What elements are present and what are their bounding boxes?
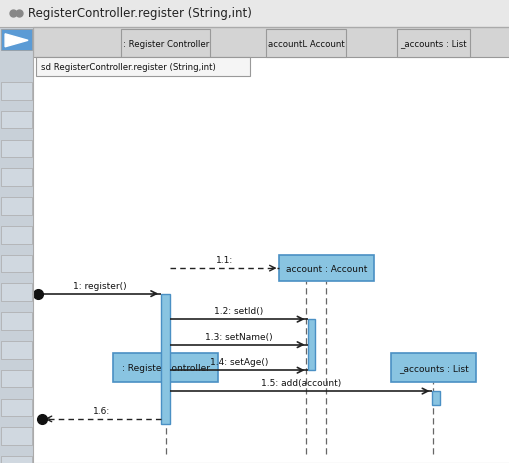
- Text: 1.2: setId(): 1.2: setId(): [214, 307, 263, 316]
- Text: account : Account: account : Account: [285, 264, 366, 273]
- Bar: [161, 294, 170, 424]
- FancyBboxPatch shape: [36, 58, 249, 76]
- Text: 1.3: setName(): 1.3: setName(): [205, 332, 272, 341]
- Bar: [1, 226, 32, 244]
- FancyBboxPatch shape: [0, 0, 509, 28]
- Text: _accounts : List: _accounts : List: [398, 363, 467, 372]
- Bar: [1, 83, 32, 100]
- Bar: [266, 30, 345, 58]
- Bar: [114, 353, 218, 382]
- Bar: [307, 319, 314, 370]
- Text: accountL Account: accountL Account: [267, 39, 344, 49]
- Bar: [1, 399, 32, 416]
- Polygon shape: [5, 35, 28, 48]
- Text: 1.6:: 1.6:: [93, 406, 110, 415]
- Text: 1.1:: 1.1:: [216, 256, 233, 265]
- Bar: [1, 427, 32, 445]
- Bar: [1, 255, 32, 273]
- Bar: [33, 76, 509, 463]
- Text: : Register Controller: : Register Controller: [122, 39, 209, 49]
- Bar: [279, 256, 373, 282]
- Text: RegisterController.register (String,int): RegisterController.register (String,int): [28, 7, 251, 20]
- Bar: [33, 28, 509, 58]
- Bar: [1, 140, 32, 158]
- Bar: [432, 391, 439, 405]
- Text: sd RegisterController.register (String,int): sd RegisterController.register (String,i…: [41, 63, 215, 72]
- Bar: [1, 284, 32, 301]
- Bar: [1, 198, 32, 215]
- Bar: [0, 28, 33, 463]
- Bar: [396, 30, 469, 58]
- Text: : RegisterController: : RegisterController: [122, 363, 209, 372]
- Bar: [1, 456, 32, 463]
- Bar: [1, 313, 32, 330]
- Bar: [1, 169, 32, 187]
- Bar: [1, 30, 32, 51]
- Bar: [121, 30, 210, 58]
- Bar: [391, 353, 475, 382]
- Bar: [1, 112, 32, 129]
- Text: _accounts : List: _accounts : List: [400, 39, 466, 49]
- Bar: [1, 370, 32, 388]
- Text: 1.4: setAge(): 1.4: setAge(): [209, 357, 268, 367]
- Bar: [1, 341, 32, 359]
- Text: 1: register(): 1: register(): [73, 281, 126, 290]
- Text: 1.5: add(account): 1.5: add(account): [261, 378, 341, 388]
